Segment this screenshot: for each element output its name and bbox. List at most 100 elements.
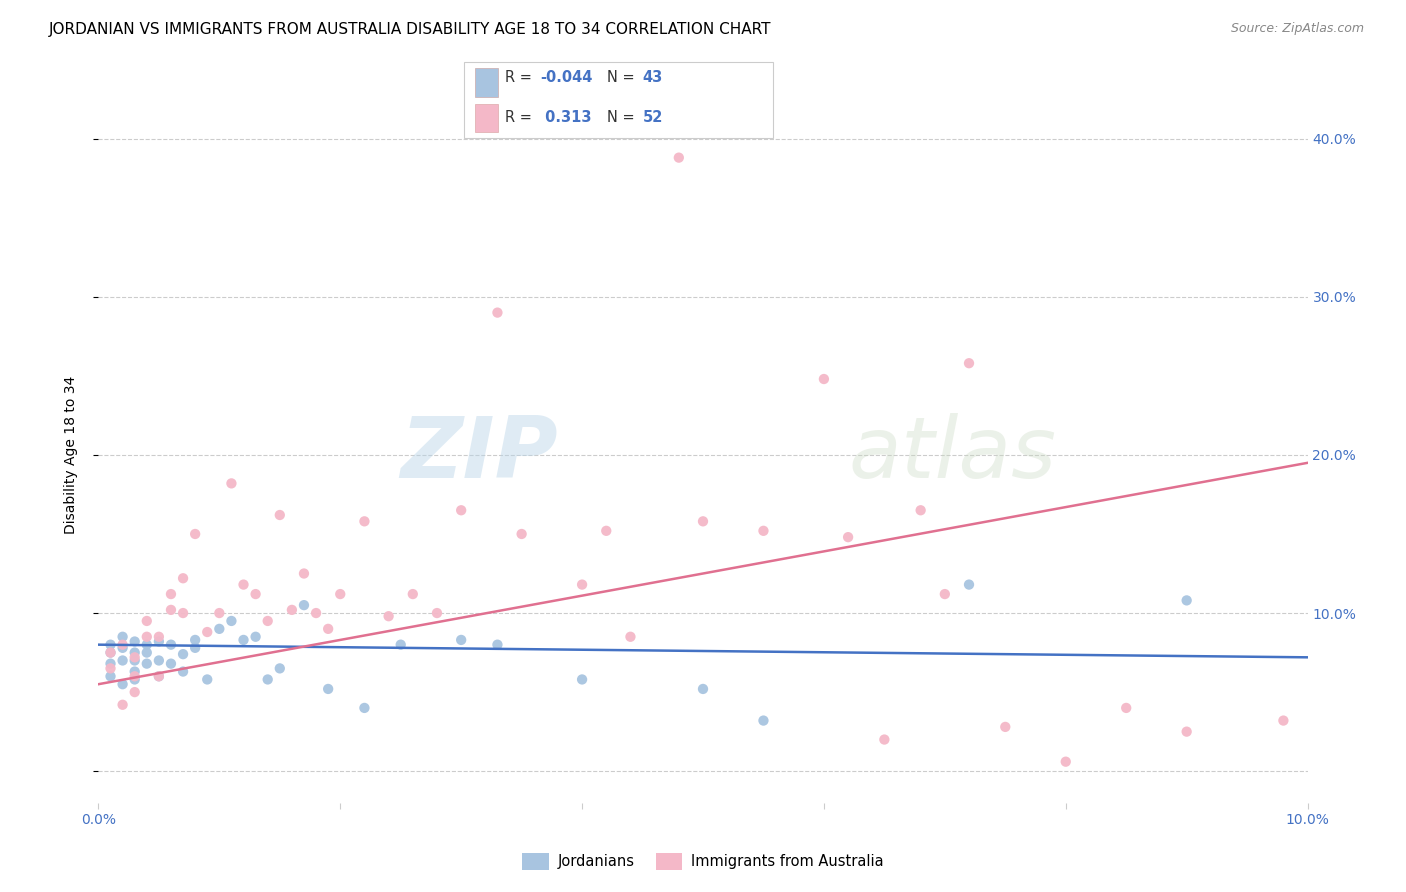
Point [292, 566, 315, 581]
Point [402, 587, 425, 601]
Point [148, 669, 170, 683]
Point [148, 634, 170, 648]
Point [752, 524, 775, 538]
Point [184, 632, 207, 647]
Legend: Jordanians, Immigrants from Australia: Jordanians, Immigrants from Australia [516, 847, 890, 876]
Point [994, 720, 1017, 734]
Text: ZIP: ZIP [401, 413, 558, 497]
Point [619, 630, 641, 644]
Point [100, 638, 122, 652]
Point [160, 603, 183, 617]
Point [111, 653, 134, 667]
Point [111, 638, 134, 652]
Point [160, 587, 183, 601]
Point [172, 647, 194, 661]
Point [571, 577, 593, 591]
Text: -0.044: -0.044 [540, 70, 592, 85]
Point [353, 701, 375, 715]
Point [873, 732, 896, 747]
Point [111, 698, 134, 712]
Point [100, 661, 122, 675]
Point [124, 669, 146, 683]
Text: 0.313: 0.313 [540, 110, 592, 125]
Point [160, 657, 183, 671]
Point [692, 681, 714, 696]
Point [135, 614, 157, 628]
Point [752, 714, 775, 728]
Point [232, 577, 254, 591]
Point [135, 646, 157, 660]
Point [111, 630, 134, 644]
Point [486, 305, 509, 319]
Point [245, 587, 267, 601]
Point [256, 614, 278, 628]
Point [316, 681, 339, 696]
Point [269, 661, 291, 675]
Point [208, 622, 231, 636]
Point [269, 508, 291, 522]
Point [195, 625, 218, 640]
Text: N =: N = [607, 70, 640, 85]
Point [813, 372, 835, 386]
Point [450, 503, 472, 517]
Point [135, 657, 157, 671]
Point [124, 646, 146, 660]
Point [100, 657, 122, 671]
Point [934, 587, 956, 601]
Point [329, 587, 352, 601]
Point [124, 665, 146, 679]
Text: N =: N = [607, 110, 640, 125]
Point [1272, 714, 1295, 728]
Point [292, 598, 315, 612]
Point [256, 673, 278, 687]
Point [124, 685, 146, 699]
Point [148, 653, 170, 667]
Point [221, 614, 243, 628]
Point [450, 632, 472, 647]
Point [148, 630, 170, 644]
Point [1175, 724, 1198, 739]
Point [124, 634, 146, 648]
Point [124, 650, 146, 665]
Point [148, 669, 170, 683]
Point [135, 630, 157, 644]
Point [1175, 593, 1198, 607]
Point [510, 527, 533, 541]
Text: JORDANIAN VS IMMIGRANTS FROM AUSTRALIA DISABILITY AGE 18 TO 34 CORRELATION CHART: JORDANIAN VS IMMIGRANTS FROM AUSTRALIA D… [49, 22, 772, 37]
Point [957, 356, 980, 370]
Point [111, 677, 134, 691]
Point [957, 577, 980, 591]
Point [195, 673, 218, 687]
Point [100, 646, 122, 660]
Text: atlas: atlas [848, 413, 1056, 497]
Point [426, 606, 449, 620]
Y-axis label: Disability Age 18 to 34: Disability Age 18 to 34 [63, 376, 77, 534]
Text: R =: R = [505, 110, 536, 125]
Point [124, 653, 146, 667]
Point [245, 630, 267, 644]
Point [571, 673, 593, 687]
Text: Source: ZipAtlas.com: Source: ZipAtlas.com [1230, 22, 1364, 36]
Point [100, 646, 122, 660]
Text: R =: R = [505, 70, 536, 85]
Point [837, 530, 859, 544]
Point [377, 609, 399, 624]
Point [184, 640, 207, 655]
Point [353, 514, 375, 528]
Point [100, 669, 122, 683]
Text: 43: 43 [643, 70, 662, 85]
Point [172, 606, 194, 620]
Point [1115, 701, 1137, 715]
Point [232, 632, 254, 647]
Point [281, 603, 304, 617]
Point [172, 665, 194, 679]
Point [124, 673, 146, 687]
Point [486, 638, 509, 652]
Point [1054, 755, 1077, 769]
Point [316, 622, 339, 636]
Point [668, 151, 690, 165]
Point [208, 606, 231, 620]
Point [221, 476, 243, 491]
Point [389, 638, 412, 652]
Point [160, 638, 183, 652]
